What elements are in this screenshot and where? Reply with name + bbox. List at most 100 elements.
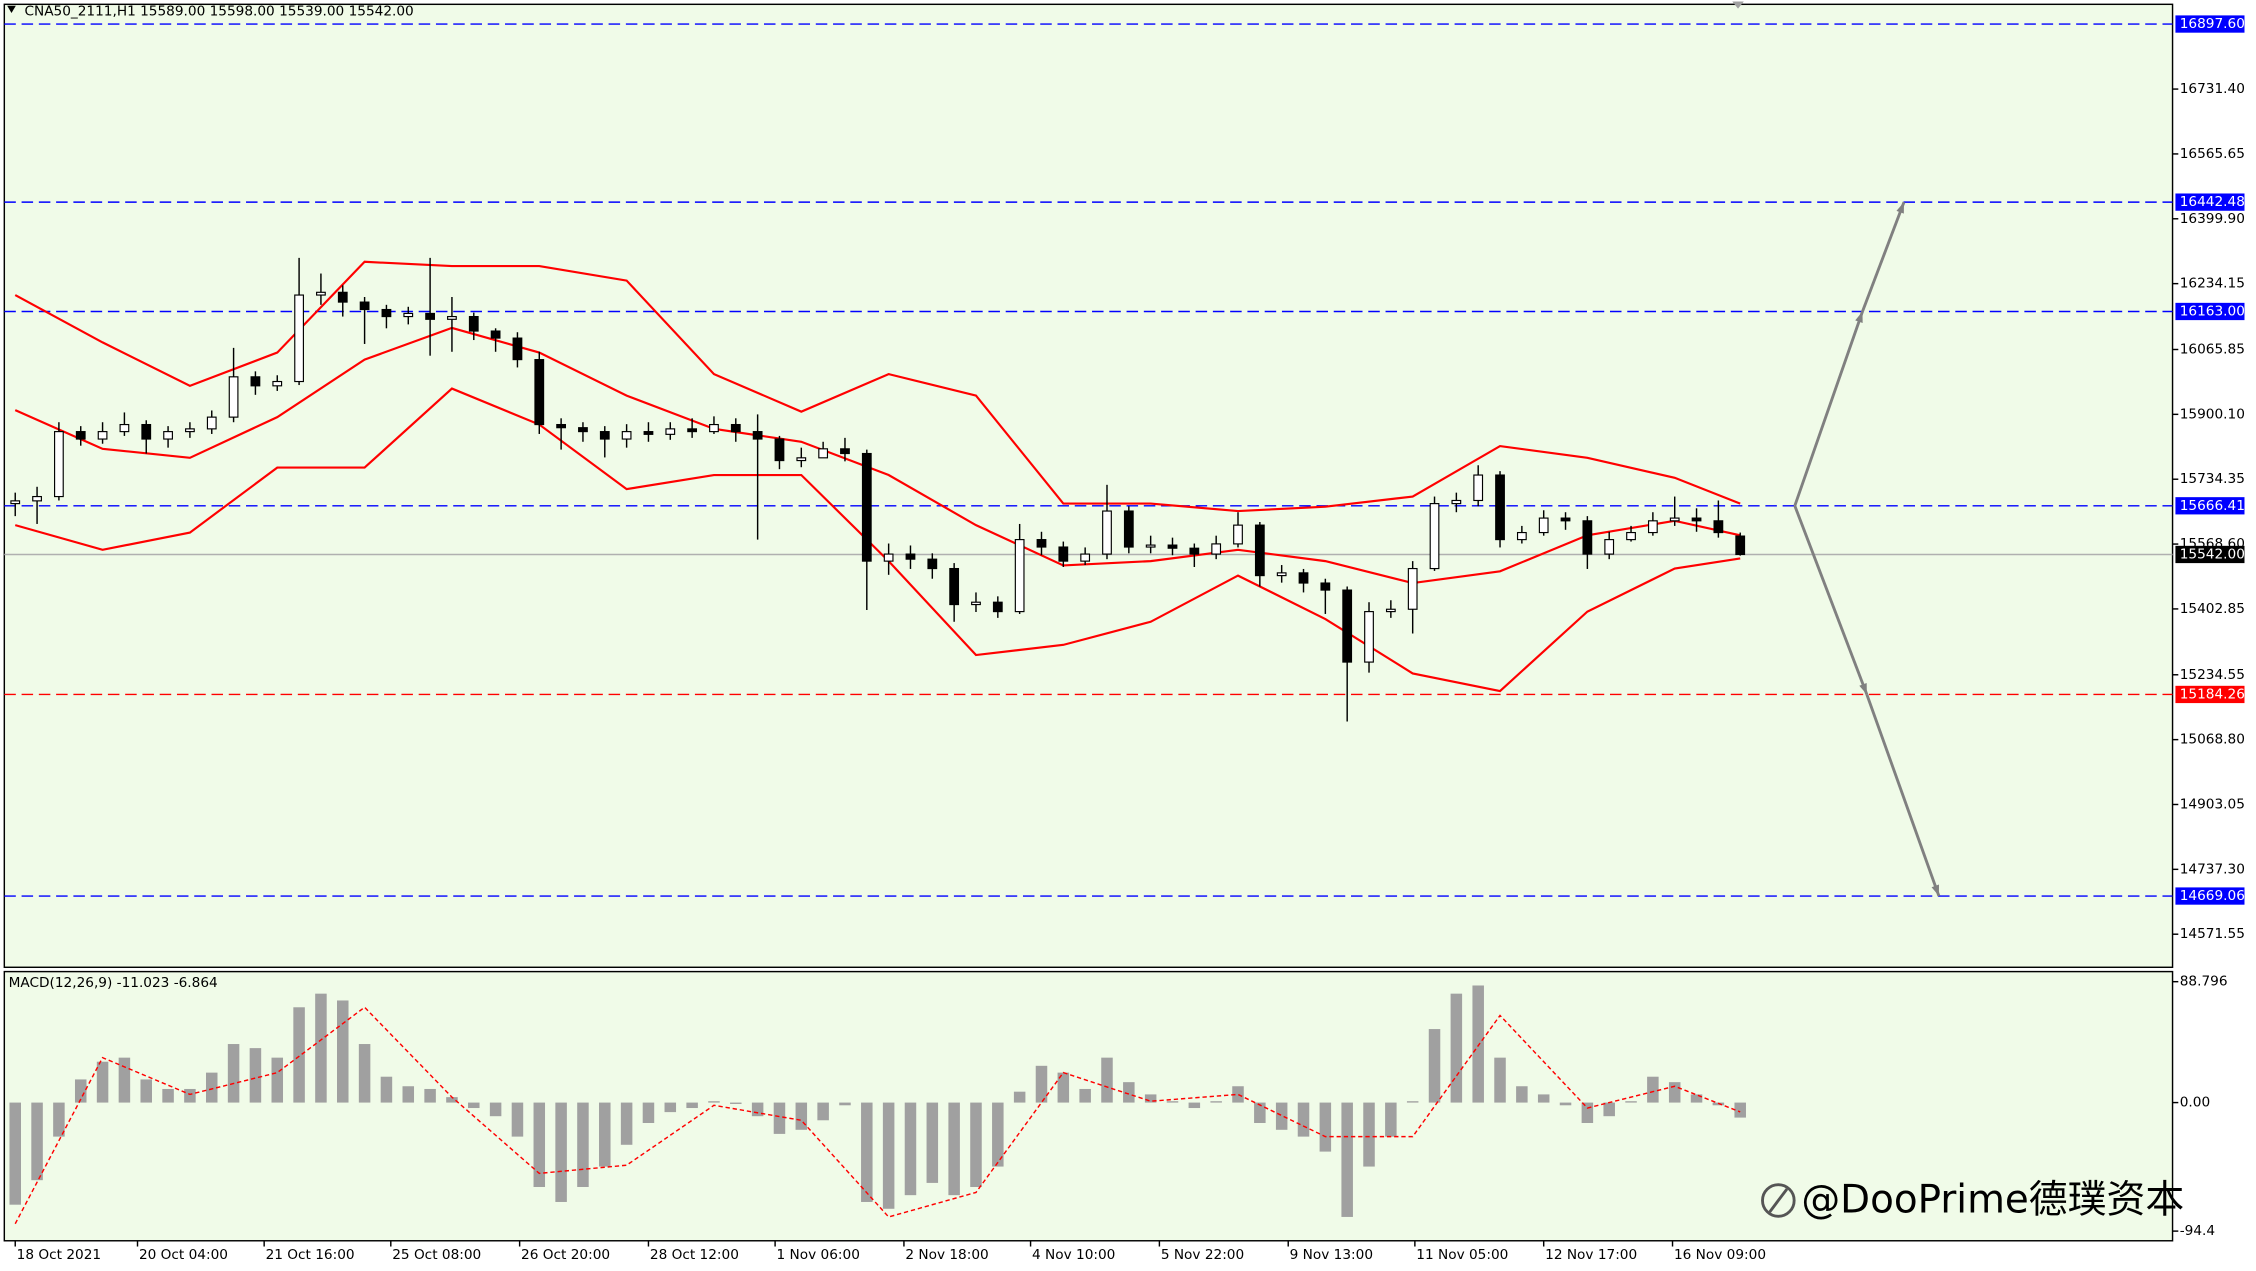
x-tick-label: 1 Nov 06:00 [777, 1247, 860, 1263]
macd-bar [402, 1086, 415, 1103]
macd-bar [1035, 1065, 1048, 1103]
candle-body [578, 427, 588, 433]
candle-body [468, 315, 479, 332]
candle-body [1123, 510, 1134, 548]
macd-bar [380, 1076, 393, 1103]
y-tick-label: 16399.90 [2180, 211, 2245, 227]
macd-y-tick-label: -94.4 [2180, 1223, 2215, 1239]
projection-arrow [1793, 311, 1864, 507]
arrow-head [1896, 202, 1904, 214]
candle-body [1626, 531, 1636, 541]
macd-bar [9, 1102, 21, 1205]
shift-marker[interactable] [1732, 1, 1744, 9]
watermark-logo [1761, 1183, 1796, 1218]
x-tick-label: 21 Oct 16:00 [266, 1247, 355, 1263]
candle-body [971, 601, 981, 606]
candle-body [1167, 544, 1178, 549]
macd-bar [1647, 1076, 1659, 1103]
candle-body [840, 448, 850, 455]
candle-body [818, 448, 829, 459]
macd-bar [773, 1102, 786, 1134]
macd-bar [664, 1102, 677, 1113]
candle-body [752, 431, 763, 440]
level-label: 16163.00 [2180, 303, 2245, 319]
candle-body [1516, 531, 1527, 541]
candle-body [796, 457, 807, 462]
y-tick-label: 14737.30 [2180, 861, 2245, 877]
candle-body [1036, 539, 1047, 548]
macd-bar [1450, 993, 1463, 1103]
macd-bar [1013, 1091, 1026, 1103]
level-label-box [2175, 497, 2245, 515]
candle-body [206, 416, 217, 430]
macd-bar [293, 1007, 305, 1103]
menu-triangle[interactable] [7, 5, 16, 13]
x-tick-label: 18 Oct 2021 [17, 1247, 101, 1263]
candle-body [1451, 499, 1462, 505]
candle-body [272, 380, 283, 387]
candle-body [556, 423, 567, 429]
candle-body [643, 431, 654, 435]
macd-bar [817, 1102, 829, 1121]
candle-body [447, 315, 457, 320]
candle-body [1691, 517, 1702, 522]
candle-body [359, 301, 370, 311]
level-label: 16442.48 [2180, 194, 2245, 210]
level-label-box [2175, 302, 2245, 321]
macd-bar [31, 1102, 43, 1181]
level-label-box [2175, 685, 2245, 704]
macd-bar [839, 1102, 851, 1106]
macd-bar [1188, 1102, 1201, 1109]
candle-body [10, 500, 21, 505]
candle-body [75, 431, 86, 440]
macd-bar [1516, 1086, 1528, 1103]
macd-signal [14, 1006, 1741, 1225]
candle-body [730, 423, 741, 433]
candle-body [1407, 567, 1418, 610]
main-pane [3, 3, 2174, 969]
y-tick-label: 16731.40 [2180, 81, 2245, 97]
bollinger-upper [14, 260, 1741, 513]
macd-bar [1275, 1102, 1288, 1130]
macd-y-tick-label: 88.796 [2180, 974, 2228, 990]
macd-bar [1625, 1101, 1637, 1103]
macd-bar [992, 1102, 1004, 1167]
level-label: 15666.41 [2180, 498, 2245, 514]
macd-bar [708, 1101, 720, 1103]
candle-body [599, 431, 610, 440]
macd-bar [315, 993, 327, 1103]
macd-bar [861, 1102, 873, 1202]
candle-body [1080, 553, 1091, 562]
macd-bar [1166, 1101, 1179, 1103]
macd-bar [620, 1102, 633, 1145]
macd-y-tick-label: 0.00 [2180, 1095, 2210, 1111]
macd-bar [1363, 1102, 1375, 1167]
candle-body [1473, 474, 1484, 502]
level-label-box [2175, 887, 2245, 905]
candle-body [1647, 520, 1658, 534]
current-price-box [2175, 545, 2245, 564]
candle-body [1320, 582, 1331, 591]
candle-body [1713, 520, 1724, 534]
candle-body [97, 431, 108, 440]
macd-pane [3, 970, 2174, 1242]
macd-bar [1144, 1094, 1157, 1103]
macd-bar [1406, 1101, 1419, 1103]
x-tick-label: 25 Oct 08:00 [392, 1247, 481, 1263]
macd-bar [1341, 1102, 1353, 1217]
macd-bar [882, 1102, 895, 1209]
y-tick-label: 15734.35 [2180, 471, 2245, 487]
x-tick-label: 26 Oct 20:00 [521, 1247, 610, 1263]
macd-bar [599, 1102, 611, 1167]
candle-body [774, 438, 785, 462]
candle-body [185, 428, 195, 433]
macd-bar [1428, 1029, 1441, 1103]
candle-body [861, 452, 872, 562]
macd-bar [1668, 1082, 1681, 1103]
macd-bar [446, 1097, 458, 1103]
macd-bar [1690, 1094, 1703, 1103]
current-price-label: 15542.00 [2180, 546, 2245, 562]
macd-bar [730, 1102, 742, 1104]
